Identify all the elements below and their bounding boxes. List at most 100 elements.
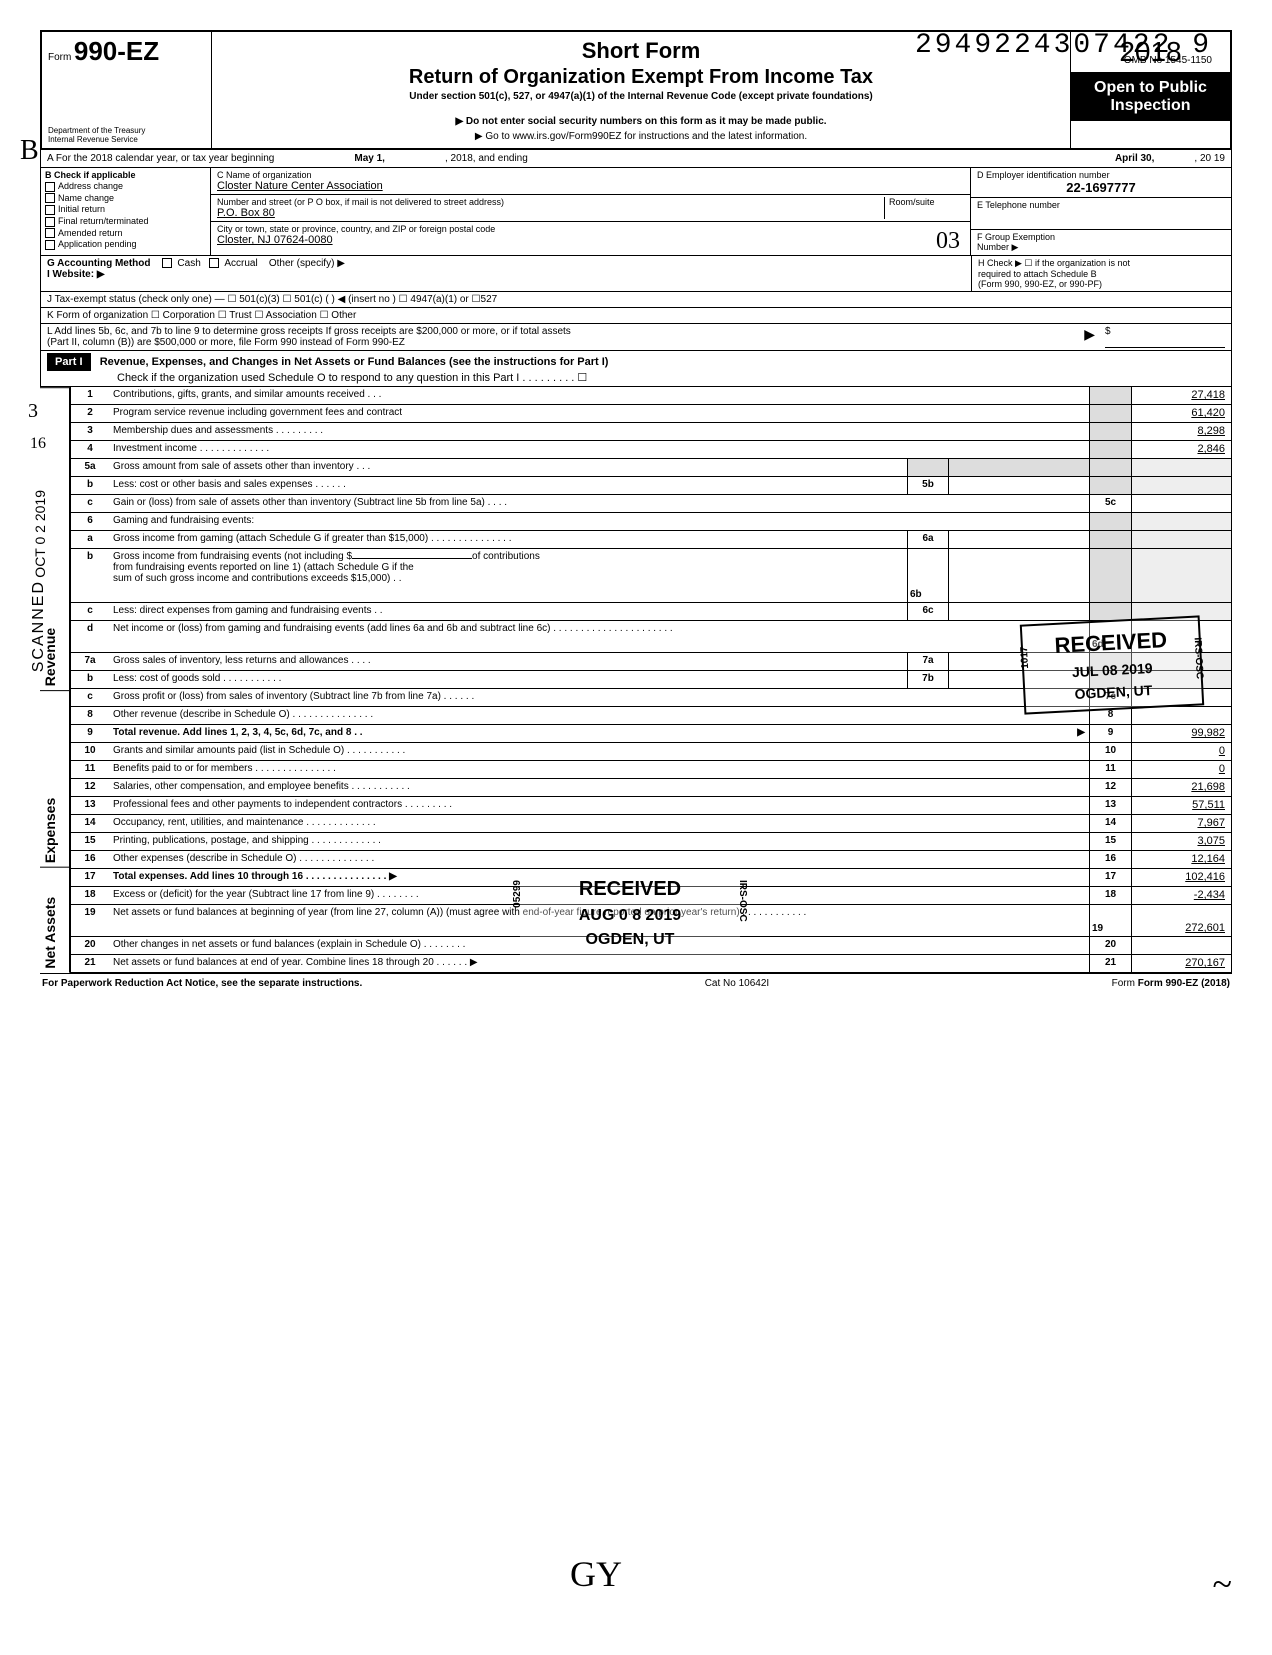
val-14: 7,967	[1131, 815, 1231, 832]
irs-label: Internal Revenue Service	[48, 135, 205, 144]
chk-address[interactable]: Address change	[45, 181, 206, 192]
dept-treasury: Department of the Treasury	[48, 126, 205, 135]
ein: 22-1697777	[977, 180, 1225, 195]
g-other: Other (specify) ▶	[269, 258, 345, 269]
handwritten-initials: GY	[570, 1553, 622, 1595]
val-10: 0	[1131, 743, 1231, 760]
c-city-label: City or town, state or province, country…	[217, 224, 964, 234]
footer: For Paperwork Reduction Act Notice, see …	[40, 973, 1232, 993]
year-end-month: April 30,	[1115, 153, 1154, 164]
line-9: Total revenue. Add lines 1, 2, 3, 4, 5c,…	[109, 725, 1089, 742]
line-13: Professional fees and other payments to …	[109, 797, 1089, 814]
handwritten-b: B	[20, 135, 39, 167]
omb-number: OMB No 1545-1150	[1124, 55, 1212, 66]
line-8: Other revenue (describe in Schedule O) .…	[109, 707, 1089, 724]
chk-cash[interactable]	[162, 258, 172, 268]
open-public-2: Inspection	[1075, 97, 1226, 115]
form-prefix: Form	[48, 52, 71, 63]
line-6d: Net income or (loss) from gaming and fun…	[109, 621, 1089, 652]
line-6c: Less: direct expenses from gaming and fu…	[109, 603, 907, 620]
footer-right: Form Form 990-EZ (2018)	[1112, 978, 1230, 989]
h-text2: required to attach Schedule B	[978, 269, 1225, 279]
section-bcdef: B Check if applicable Address change Nam…	[40, 168, 1232, 256]
handwritten-squiggle: ~	[1213, 1563, 1232, 1605]
side-netassets: Net Assets	[40, 867, 70, 973]
row-a: A For the 2018 calendar year, or tax yea…	[40, 150, 1232, 168]
line-5c: Gain or (loss) from sale of assets other…	[109, 495, 1089, 512]
line-15: Printing, publications, postage, and shi…	[109, 833, 1089, 850]
org-name: Closter Nature Center Association	[217, 180, 964, 192]
line-21: Net assets or fund balances at end of ye…	[109, 955, 1089, 972]
org-city: Closter, NJ 07624-0080	[217, 234, 964, 246]
stamp-03: 03	[936, 228, 960, 255]
ssn-warning: ▶ Do not enter social security numbers o…	[218, 116, 1064, 127]
row-gh: G Accounting Method Cash Accrual Other (…	[40, 256, 1232, 292]
part1-check: Check if the organization used Schedule …	[117, 371, 1225, 384]
c-addr-label: Number and street (or P O box, if mail i…	[217, 197, 884, 207]
chk-final[interactable]: Final return/terminated	[45, 216, 206, 227]
row-a-mid: , 2018, and ending	[445, 153, 528, 164]
section-subhead: Under section 501(c), 527, or 4947(a)(1)…	[218, 91, 1064, 102]
val-18: -2,434	[1131, 887, 1231, 904]
side-expenses: Expenses	[40, 690, 70, 867]
chk-accrual[interactable]	[209, 258, 219, 268]
line-7a: Gross sales of inventory, less returns a…	[109, 653, 907, 670]
line-16: Other expenses (describe in Schedule O) …	[109, 851, 1089, 868]
val-17: 102,416	[1131, 869, 1231, 886]
line-6a: Gross income from gaming (attach Schedul…	[109, 531, 907, 548]
side-revenue: Revenue	[40, 387, 70, 690]
row-a-label: A For the 2018 calendar year, or tax yea…	[47, 153, 274, 164]
val-16: 12,164	[1131, 851, 1231, 868]
return-title: Return of Organization Exempt From Incom…	[218, 66, 1064, 89]
val-11: 0	[1131, 761, 1231, 778]
val-2: 61,420	[1131, 405, 1231, 422]
org-address: P.O. Box 80	[217, 207, 884, 219]
val-4: 2,846	[1131, 441, 1231, 458]
part1-title: Revenue, Expenses, and Changes in Net As…	[100, 356, 609, 368]
open-public-1: Open to Public	[1075, 79, 1226, 97]
f-label2: Number ▶	[977, 242, 1225, 253]
chk-amended[interactable]: Amended return	[45, 228, 206, 239]
line-5a: Gross amount from sale of assets other t…	[109, 459, 907, 476]
val-9: 99,982	[1131, 725, 1231, 742]
l-dollar: $	[1105, 326, 1111, 337]
line-6: Gaming and fundraising events:	[109, 513, 1089, 530]
val-3: 8,298	[1131, 423, 1231, 440]
row-l: L Add lines 5b, 6c, and 7b to line 9 to …	[40, 324, 1232, 351]
h-text3: (Form 990, 990-EZ, or 990-PF)	[978, 279, 1225, 289]
g-label: G Accounting Method	[47, 258, 151, 269]
l-arrow: ▶	[1055, 326, 1095, 348]
line-1: Contributions, gifts, grants, and simila…	[109, 387, 1089, 404]
line-2: Program service revenue including govern…	[109, 405, 1089, 422]
goto-url: ▶ Go to www.irs.gov/Form990EZ for instru…	[218, 131, 1064, 142]
e-tel-label: E Telephone number	[977, 200, 1225, 210]
line-3: Membership dues and assessments . . . . …	[109, 423, 1089, 440]
chk-pending[interactable]: Application pending	[45, 239, 206, 250]
chk-name[interactable]: Name change	[45, 193, 206, 204]
line-4: Investment income . . . . . . . . . . . …	[109, 441, 1089, 458]
i-website: I Website: ▶	[47, 269, 105, 280]
d-label: D Employer identification number	[977, 170, 1225, 180]
received-stamp-2: RECEIVED AUG 0 8 2019 OGDEN, UT IRS-OSC …	[520, 870, 740, 957]
part1-header: Part I Revenue, Expenses, and Changes in…	[40, 351, 1232, 387]
year-begin: May 1,	[354, 153, 385, 164]
l-text1: L Add lines 5b, 6c, and 7b to line 9 to …	[47, 326, 1055, 337]
chk-initial[interactable]: Initial return	[45, 204, 206, 215]
room-suite-label: Room/suite	[884, 197, 964, 219]
row-k: K Form of organization ☐ Corporation ☐ T…	[40, 308, 1232, 324]
b-header: B Check if applicable	[45, 170, 206, 180]
line-11: Benefits paid to or for members . . . . …	[109, 761, 1089, 778]
line-12: Salaries, other compensation, and employ…	[109, 779, 1089, 796]
footer-cat: Cat No 10642I	[705, 978, 770, 989]
form-number: 990-EZ	[74, 36, 159, 66]
line-6b: Gross income from fundraising events (no…	[109, 549, 907, 602]
received-stamp-1: RECEIVED JUL 08 2019 OGDEN, UT 1017 IRS-…	[1020, 615, 1204, 714]
val-21: 270,167	[1131, 955, 1231, 972]
val-19: 272,601	[1131, 905, 1231, 936]
line-7b: Less: cost of goods sold . . . . . . . .…	[109, 671, 907, 688]
part1-badge: Part I	[47, 353, 91, 371]
footer-left: For Paperwork Reduction Act Notice, see …	[42, 978, 362, 989]
val-13: 57,511	[1131, 797, 1231, 814]
l-text2: (Part II, column (B)) are $500,000 or mo…	[47, 337, 1055, 348]
val-1: 27,418	[1131, 387, 1231, 404]
